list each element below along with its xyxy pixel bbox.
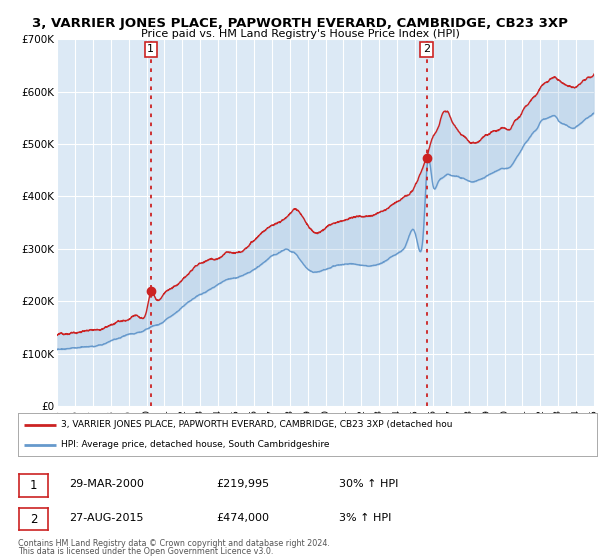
Text: £474,000: £474,000 (216, 513, 269, 523)
Text: 3% ↑ HPI: 3% ↑ HPI (339, 513, 391, 523)
Text: 2: 2 (423, 44, 430, 54)
Text: Contains HM Land Registry data © Crown copyright and database right 2024.: Contains HM Land Registry data © Crown c… (18, 539, 330, 548)
Text: 27-AUG-2015: 27-AUG-2015 (69, 513, 143, 523)
Text: Price paid vs. HM Land Registry's House Price Index (HPI): Price paid vs. HM Land Registry's House … (140, 29, 460, 39)
Text: This data is licensed under the Open Government Licence v3.0.: This data is licensed under the Open Gov… (18, 547, 274, 556)
Text: 3, VARRIER JONES PLACE, PAPWORTH EVERARD, CAMBRIDGE, CB23 3XP (detached hou: 3, VARRIER JONES PLACE, PAPWORTH EVERARD… (61, 421, 453, 430)
Text: 29-MAR-2000: 29-MAR-2000 (69, 479, 144, 489)
Text: 1: 1 (30, 479, 37, 492)
Text: 30% ↑ HPI: 30% ↑ HPI (339, 479, 398, 489)
Text: £219,995: £219,995 (216, 479, 269, 489)
Text: 2: 2 (30, 512, 37, 526)
Text: 1: 1 (147, 44, 154, 54)
Text: 3, VARRIER JONES PLACE, PAPWORTH EVERARD, CAMBRIDGE, CB23 3XP: 3, VARRIER JONES PLACE, PAPWORTH EVERARD… (32, 17, 568, 30)
Text: HPI: Average price, detached house, South Cambridgeshire: HPI: Average price, detached house, Sout… (61, 440, 330, 449)
